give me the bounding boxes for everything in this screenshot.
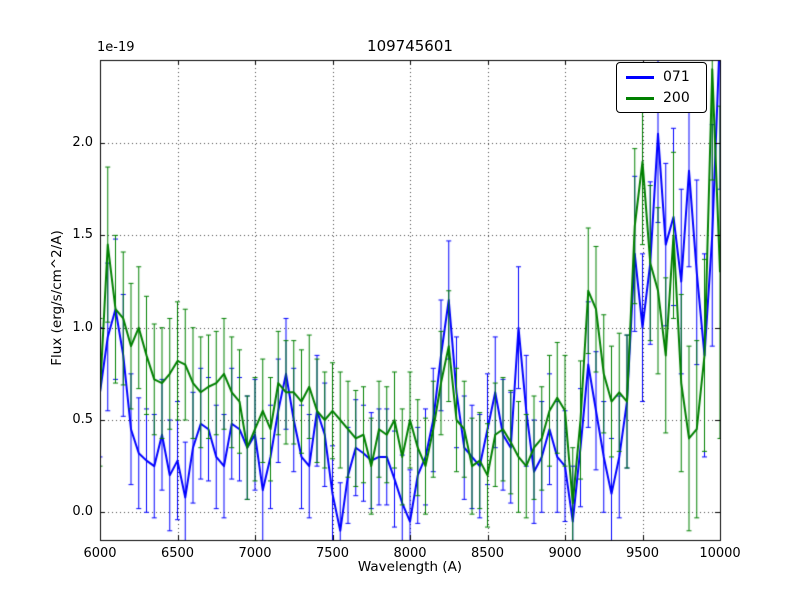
x-tick-label: 7000 (238, 546, 272, 561)
legend-label: 200 (663, 90, 690, 106)
legend-line-sample-green (626, 96, 654, 100)
y-tick-label: 1.0 (72, 319, 93, 335)
legend-line-sample-blue (626, 75, 654, 79)
x-tick-label: 9500 (625, 546, 660, 561)
y-tick-label: 0.5 (72, 412, 93, 427)
x-tick-label: 9000 (548, 546, 582, 561)
legend-entry-200: 200 (626, 91, 697, 105)
chart-title: 109745601 (367, 37, 453, 55)
y-axis-offset-text: 1e-19 (97, 40, 135, 55)
x-tick-label: 6500 (160, 546, 195, 561)
y-tick-label: 1.5 (72, 227, 93, 243)
x-tick-label: 10000 (699, 546, 741, 561)
y-tick-label: 2.0 (72, 135, 93, 151)
x-tick-label: 6000 (83, 546, 117, 561)
x-tick-label: 8500 (470, 546, 505, 561)
x-tick-label: 7500 (315, 546, 350, 561)
x-tick-label: 8000 (393, 546, 427, 561)
x-axis-label: Wavelength (A) (357, 559, 463, 575)
y-tick-label: 0.0 (72, 504, 93, 520)
legend-entry-071: 071 (626, 70, 697, 84)
legend: 071 200 (616, 62, 707, 113)
legend-label: 071 (663, 69, 690, 85)
y-axis-label: Flux (erg/s/cm^2/A) (49, 230, 65, 366)
